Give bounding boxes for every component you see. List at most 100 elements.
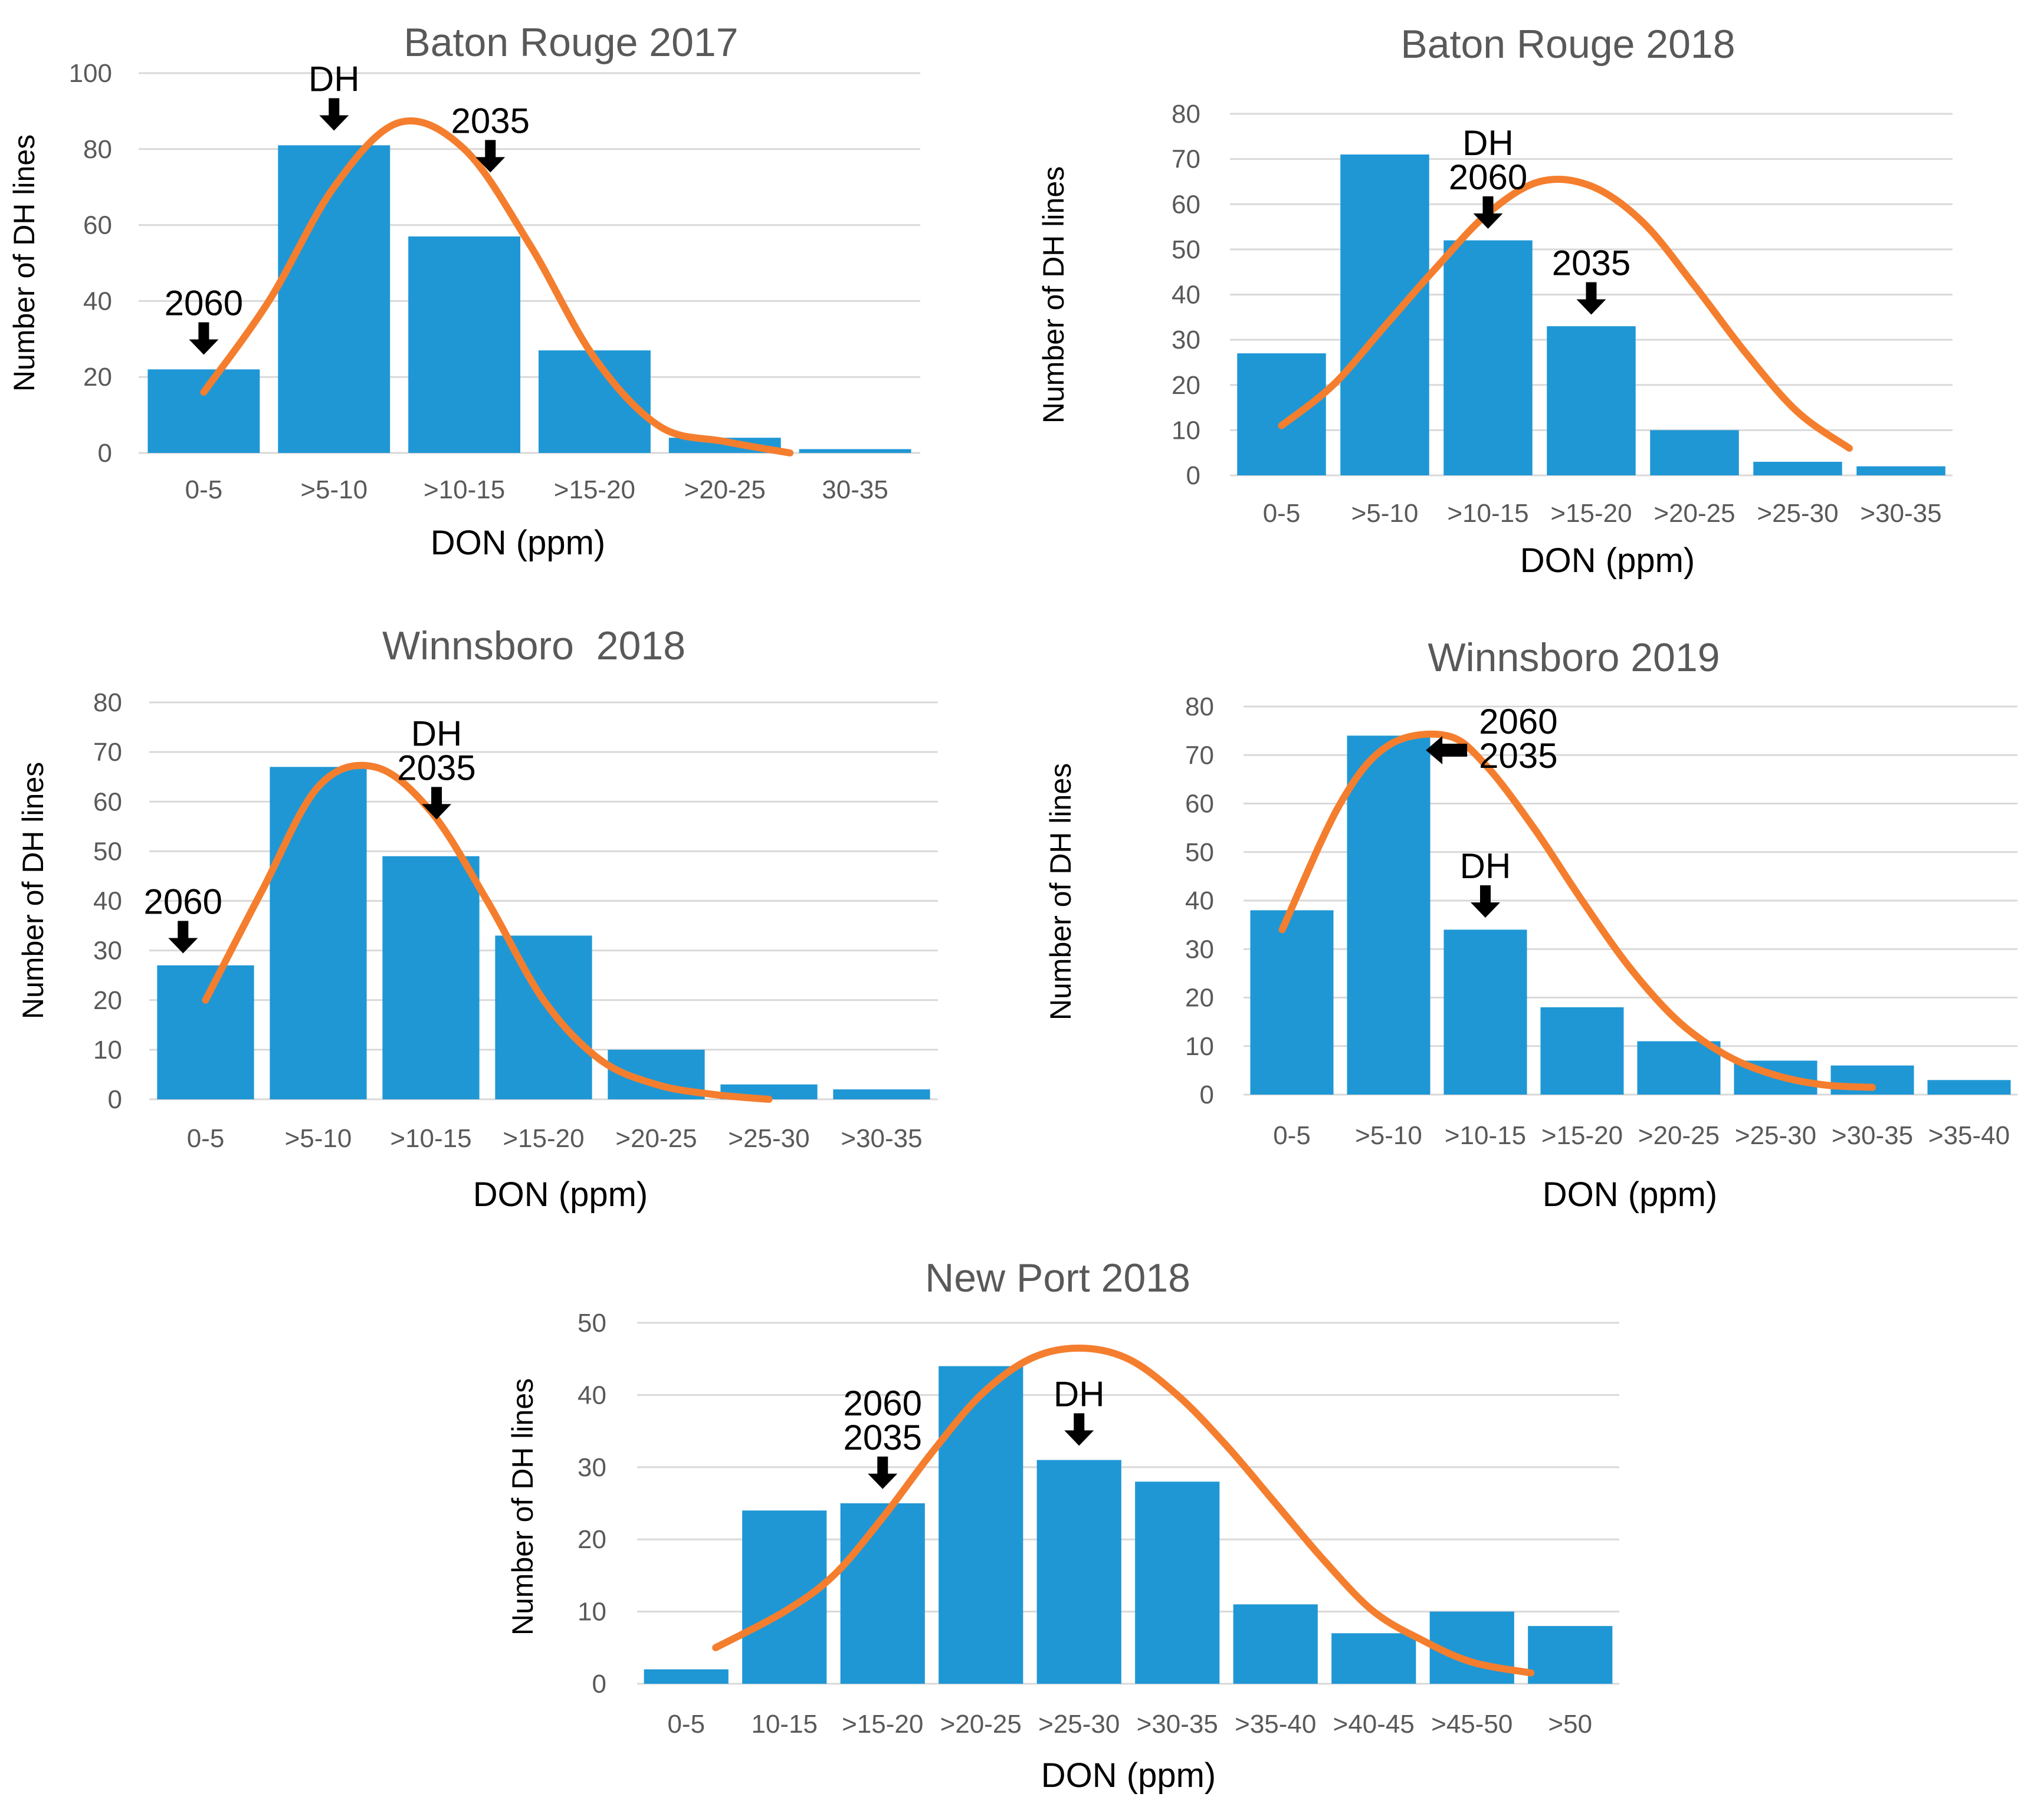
y-tick-label: 20 (578, 1525, 606, 1554)
chart-winnsboro-2018: Winnsboro 2018 Number of DH lines DON (p… (17, 623, 938, 1214)
y-tick-label: 60 (1172, 190, 1200, 219)
arrow-down-icon (189, 322, 219, 355)
y-tick-label: 50 (93, 837, 122, 866)
annotation-label: DH (309, 59, 360, 98)
bar (1540, 1007, 1624, 1095)
x-tick-label: >10-15 (1447, 499, 1528, 528)
annotation: 2035 (1552, 243, 1630, 315)
fitted-curve (200, 117, 794, 456)
x-tick-label: >25-30 (1757, 499, 1838, 528)
chart-title: Winnsboro 2019 (1428, 635, 1720, 680)
bar (840, 1503, 925, 1684)
fitted-curve (712, 1344, 1535, 1677)
arrow-down-icon (868, 1456, 898, 1489)
y-tick-label: 10 (93, 1036, 122, 1065)
y-tick-label: 40 (83, 287, 112, 316)
y-tick-label: 70 (1172, 145, 1200, 174)
x-tick-label: >15-20 (503, 1124, 584, 1153)
bar (1340, 154, 1429, 475)
y-tick-label: 10 (1185, 1032, 1214, 1061)
bar (1547, 326, 1636, 475)
annotation-label: 2035 (1479, 736, 1557, 776)
x-tick-label: >30-35 (1860, 499, 1941, 528)
y-tick-label: 40 (578, 1381, 606, 1410)
x-tick-label: 0-5 (187, 1124, 225, 1153)
y-tick-label: 50 (1172, 235, 1200, 264)
fitted-curve (1278, 730, 1876, 1091)
fitted-curve (1278, 176, 1853, 452)
x-tick-label: >25-30 (728, 1124, 809, 1153)
chart-baton-rouge-2018: Baton Rouge 2018 Number of DH lines DON … (1037, 22, 1953, 580)
y-tick-label: 80 (93, 688, 122, 717)
y-axis-title: Number of DH lines (1044, 763, 1077, 1020)
annotation-label: 2060 (844, 1384, 922, 1423)
y-axis-title: Number of DH lines (8, 134, 41, 392)
annotation-label: 2060 (144, 882, 222, 921)
annotation-label: DH (411, 714, 462, 753)
bar (833, 1089, 930, 1099)
fitted-curve (202, 761, 773, 1103)
arrow-down-icon (1471, 885, 1500, 918)
x-tick-label: >45-50 (1431, 1710, 1513, 1739)
y-tick-label: 0 (108, 1085, 122, 1114)
arrow-down-icon (422, 787, 452, 820)
x-tick-label: >15-20 (842, 1710, 923, 1739)
bar (157, 965, 254, 1099)
x-tick-label: >15-20 (554, 475, 635, 504)
arrow-down-icon (475, 140, 506, 173)
arrow-down-icon (1473, 196, 1503, 229)
y-tick-label: 20 (1172, 371, 1200, 400)
annotation-label: 2060 (165, 283, 243, 323)
y-tick-label: 70 (93, 738, 122, 767)
y-tick-label: 40 (1185, 886, 1214, 915)
annotation-label: 2060 (1449, 157, 1527, 197)
bar (1331, 1633, 1416, 1684)
y-tick-label: 50 (1185, 838, 1214, 867)
annotation: DH (1054, 1374, 1105, 1446)
y-tick-label: 0 (98, 439, 112, 468)
y-tick-label: 30 (578, 1453, 606, 1482)
bar (644, 1669, 729, 1684)
y-tick-label: 80 (1185, 692, 1214, 721)
y-tick-label: 100 (69, 59, 112, 88)
bar (939, 1366, 1023, 1684)
bar (1856, 466, 1945, 475)
x-tick-label: 0-5 (667, 1710, 705, 1739)
bar (1528, 1626, 1613, 1684)
x-tick-label: >15-20 (1541, 1121, 1623, 1150)
x-tick-label: 0-5 (1273, 1121, 1311, 1150)
x-tick-label: >30-35 (1832, 1121, 1913, 1150)
x-tick-label: 10-15 (751, 1710, 818, 1739)
y-tick-label: 60 (93, 787, 122, 816)
y-tick-label: 30 (1172, 326, 1200, 354)
bar (382, 856, 480, 1099)
x-axis-title: DON (ppm) (1041, 1756, 1216, 1795)
bar (1250, 910, 1334, 1095)
annotation-label: 2060 (1479, 702, 1557, 741)
y-axis-title: Number of DH lines (1037, 166, 1070, 423)
y-tick-label: 70 (1185, 741, 1214, 770)
y-tick-label: 0 (592, 1670, 606, 1699)
x-tick-label: >10-15 (390, 1124, 471, 1153)
x-axis-title: DON (ppm) (473, 1175, 648, 1214)
bar (147, 369, 260, 453)
x-axis-title: DON (ppm) (431, 524, 605, 562)
x-tick-label: >20-25 (684, 475, 766, 504)
bar (278, 145, 391, 454)
x-tick-label: >25-30 (1038, 1710, 1120, 1739)
bar (1443, 240, 1533, 475)
y-tick-label: 10 (578, 1598, 606, 1627)
x-tick-label: 0-5 (185, 475, 223, 504)
x-tick-label: >5-10 (300, 475, 368, 504)
bar (742, 1510, 827, 1684)
bar (1036, 1460, 1121, 1684)
x-tick-label: >20-25 (940, 1710, 1022, 1739)
y-tick-label: 80 (1172, 100, 1200, 129)
y-tick-label: 80 (83, 135, 112, 164)
x-tick-label: >35-40 (1235, 1710, 1316, 1739)
x-tick-label: >40-45 (1333, 1710, 1415, 1739)
